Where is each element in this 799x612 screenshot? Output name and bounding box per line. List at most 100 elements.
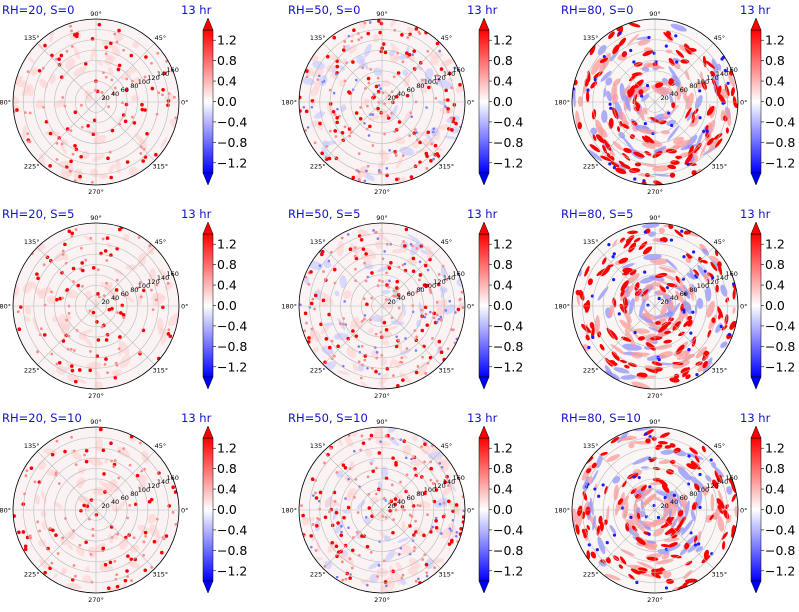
field-dot: [173, 95, 176, 99]
field-dot: [446, 107, 450, 111]
radial-tick-label: 140: [157, 478, 169, 486]
field-dot: [144, 55, 148, 59]
field-patch: [119, 538, 129, 550]
field-dot: [303, 329, 307, 333]
field-dot: [629, 48, 633, 53]
field-dot: [50, 452, 55, 457]
field-dot: [138, 441, 142, 445]
field-patch: [149, 268, 156, 284]
field-dot: [445, 278, 449, 281]
field-streak: [671, 102, 676, 109]
field-dot: [418, 278, 421, 282]
field-dot: [148, 244, 152, 248]
radial-tick-label: 120: [706, 278, 718, 286]
field-patch: [378, 373, 389, 386]
radial-tick-label: 160: [166, 474, 178, 482]
field-dot: [366, 31, 371, 36]
field-dot: [83, 453, 86, 457]
angle-tick-label: 0°: [740, 506, 747, 514]
field-dot: [429, 460, 433, 464]
field-streak: [701, 555, 711, 564]
field-dot: [26, 132, 30, 136]
field-dot: [113, 32, 117, 36]
field-patch: [638, 496, 646, 502]
field-dot: [392, 374, 395, 377]
panel-title: RH=80, S=5: [561, 207, 633, 221]
field-streak: [729, 320, 737, 330]
field-dot: [308, 306, 312, 309]
field-dot: [435, 313, 439, 317]
angle-tick-label: 270°: [647, 596, 663, 604]
radial-tick-label: 60: [680, 494, 688, 502]
field-patch: [370, 315, 384, 322]
field-patch: [79, 329, 93, 336]
field-dot: [587, 345, 591, 350]
panel-time-label: 13 hr: [740, 207, 771, 221]
field-dot: [332, 91, 336, 95]
field-dot: [401, 60, 405, 64]
field-patch: [49, 74, 56, 85]
field-patch: [652, 237, 662, 242]
field-dot: [405, 51, 409, 55]
field-streak: [705, 131, 710, 138]
field-dot: [358, 116, 363, 121]
radial-tick-label: 20: [387, 298, 395, 306]
field-patch: [22, 125, 28, 140]
field-dot: [369, 67, 373, 71]
field-dot: [94, 512, 99, 517]
field-streak: [608, 118, 614, 129]
field-streak: [591, 462, 597, 469]
field-patch: [598, 126, 608, 138]
field-patch: [60, 144, 67, 155]
field-dot: [43, 570, 47, 575]
field-patch: [660, 449, 674, 455]
field-patch: [357, 229, 366, 237]
radial-tick-label: 40: [111, 294, 119, 302]
field-dot: [48, 527, 52, 530]
field-patch: [455, 81, 465, 93]
field-streak: [689, 447, 698, 455]
field-patch: [127, 561, 141, 569]
field-patch: [670, 23, 687, 32]
field-dot: [74, 574, 77, 578]
field-dot: [130, 579, 133, 583]
field-dot: [317, 74, 321, 78]
field-dot: [418, 260, 422, 264]
field-streak: [582, 491, 588, 501]
radial-tick-label: 100: [424, 78, 436, 86]
angular-gridline: [596, 451, 656, 511]
radial-tick-label: 20: [660, 94, 668, 102]
polar-panel: 0°45°90°135°180°225°270°315°204060801001…: [0, 3, 247, 196]
field-streak: [691, 170, 697, 176]
field-streak: [638, 89, 644, 95]
field-patch: [132, 41, 140, 49]
field-dot: [360, 319, 364, 323]
field-streak: [665, 527, 674, 536]
field-dot: [129, 557, 134, 562]
field-streak: [628, 167, 641, 173]
angle-tick-label: 315°: [439, 571, 455, 579]
field-streak: [638, 241, 648, 250]
field-patch: [412, 435, 418, 442]
field-streak: [688, 145, 694, 158]
field-dot: [110, 535, 114, 539]
field-dot: [80, 261, 85, 265]
field-patch: [685, 301, 692, 315]
field-dot: [57, 482, 61, 485]
field-dot: [143, 75, 147, 79]
colorbar-tick-label: 0.4: [217, 278, 237, 293]
field-dot: [425, 323, 430, 327]
field-streak: [583, 528, 588, 539]
field-dot: [65, 49, 69, 53]
colorbar-extend-min: [202, 580, 214, 594]
field-patch: [608, 305, 614, 318]
field-patch: [116, 499, 127, 512]
field-dot: [314, 491, 317, 495]
field-streak: [694, 483, 700, 491]
field-dot: [42, 333, 47, 337]
field-patch: [384, 89, 391, 105]
field-patch: [609, 524, 617, 535]
field-dot: [447, 542, 452, 546]
angular-gridline: [37, 43, 97, 103]
colorbar: 1.20.80.40.0−0.4−0.8−1.2: [478, 17, 523, 186]
